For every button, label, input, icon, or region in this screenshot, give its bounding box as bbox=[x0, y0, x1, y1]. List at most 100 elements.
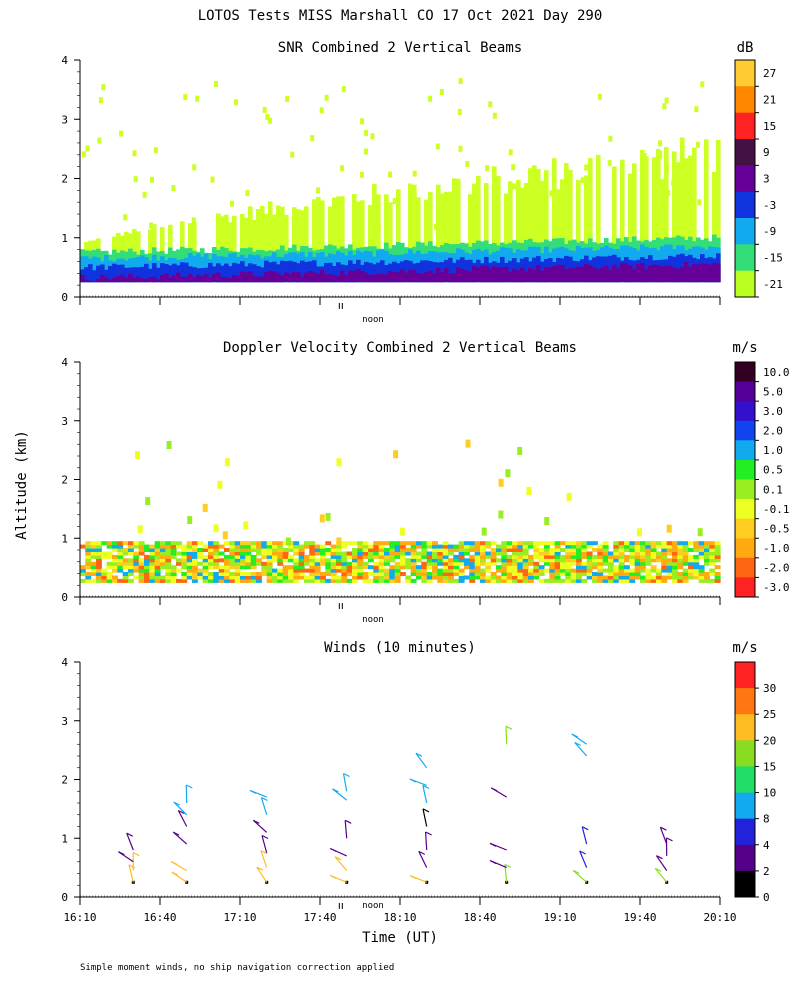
x-tick-label: 18:10 bbox=[383, 911, 416, 924]
snr-cell bbox=[84, 279, 89, 283]
wind-barb-flag bbox=[572, 869, 580, 874]
doppler-cell bbox=[309, 544, 316, 549]
wind-barb-flag bbox=[132, 852, 140, 857]
snr-cell bbox=[672, 224, 677, 231]
doppler-cell bbox=[624, 572, 630, 576]
doppler-cell bbox=[698, 575, 705, 580]
wind-barb bbox=[332, 788, 348, 801]
snr-cell bbox=[164, 273, 169, 283]
doppler-cell bbox=[293, 565, 300, 570]
snr-cell bbox=[568, 169, 573, 283]
doppler-cell bbox=[629, 558, 636, 563]
snr-cell bbox=[680, 137, 685, 283]
snr-cell bbox=[672, 268, 677, 283]
snr-cell bbox=[600, 267, 605, 283]
doppler-cell bbox=[218, 568, 225, 573]
doppler-cell bbox=[512, 561, 518, 566]
doppler-cell bbox=[576, 578, 582, 583]
wind-barb-flag bbox=[128, 864, 136, 869]
doppler-cell bbox=[394, 554, 401, 559]
doppler-cell bbox=[544, 551, 550, 556]
snr-cell bbox=[452, 178, 457, 283]
doppler-cell bbox=[80, 544, 86, 549]
doppler-cell bbox=[165, 541, 172, 546]
doppler-cell bbox=[245, 561, 252, 566]
snr-cell bbox=[439, 89, 444, 95]
snr-cell bbox=[132, 150, 137, 157]
doppler-cell bbox=[506, 568, 513, 573]
doppler-cell bbox=[645, 558, 652, 563]
doppler-cell bbox=[432, 575, 438, 580]
colorbar-swatch bbox=[735, 401, 755, 422]
wind-barb-flag bbox=[332, 788, 339, 793]
snr-cell bbox=[468, 271, 473, 283]
doppler-cell bbox=[693, 544, 700, 549]
doppler-cell bbox=[384, 572, 390, 576]
snr-cell bbox=[640, 262, 645, 283]
doppler-cell bbox=[512, 544, 518, 549]
doppler-cell bbox=[128, 572, 134, 576]
doppler-cell bbox=[149, 548, 156, 552]
snr-cell bbox=[704, 263, 709, 283]
wind-barb-flag bbox=[178, 809, 185, 815]
doppler-cell bbox=[106, 575, 113, 580]
doppler-cell bbox=[298, 565, 305, 570]
doppler-cell bbox=[352, 561, 358, 566]
doppler-cell bbox=[453, 565, 460, 570]
doppler-cell bbox=[682, 578, 689, 583]
doppler-cell bbox=[304, 561, 310, 566]
snr-cell bbox=[132, 267, 137, 283]
doppler-cell bbox=[410, 554, 417, 559]
doppler-cell bbox=[166, 441, 172, 449]
doppler-cell bbox=[400, 541, 406, 546]
doppler-cell bbox=[549, 568, 556, 573]
wind-barb-flag bbox=[249, 789, 257, 794]
doppler-cell bbox=[496, 544, 502, 549]
doppler-cell bbox=[469, 565, 476, 570]
doppler-cell bbox=[688, 572, 694, 576]
snr-cell bbox=[316, 187, 321, 194]
doppler-cell bbox=[245, 565, 252, 570]
doppler-cell bbox=[677, 551, 684, 556]
doppler-cell bbox=[144, 561, 150, 566]
doppler-cell bbox=[640, 568, 646, 573]
doppler-cell bbox=[666, 548, 673, 552]
doppler-cell bbox=[101, 554, 108, 559]
snr-cell bbox=[564, 268, 569, 283]
doppler-cell bbox=[256, 561, 262, 566]
doppler-cell bbox=[549, 541, 556, 546]
snr-cell bbox=[171, 185, 176, 191]
snr-cell bbox=[656, 149, 661, 283]
doppler-cell bbox=[480, 558, 486, 563]
doppler-cell bbox=[298, 558, 305, 563]
doppler-cell bbox=[714, 541, 721, 546]
doppler-cell bbox=[453, 561, 460, 566]
snr-cell bbox=[532, 269, 537, 283]
doppler-cell bbox=[277, 558, 284, 563]
colorbar-swatch bbox=[735, 479, 755, 500]
doppler-cell bbox=[282, 551, 289, 556]
doppler-cell bbox=[570, 554, 577, 559]
x-tick-label: 19:10 bbox=[543, 911, 576, 924]
doppler-cell bbox=[538, 565, 545, 570]
snr-cell bbox=[632, 163, 637, 283]
doppler-cell bbox=[336, 565, 342, 570]
colorbar-label: 5.0 bbox=[763, 385, 783, 398]
doppler-cell bbox=[426, 554, 433, 559]
wind-barb bbox=[574, 742, 588, 757]
doppler-cell bbox=[197, 541, 204, 546]
doppler-cell bbox=[138, 572, 145, 576]
snr-cell bbox=[640, 149, 645, 283]
doppler-cell bbox=[192, 575, 198, 580]
colorbar-label: 3.0 bbox=[763, 405, 783, 418]
colorbar-frame bbox=[734, 59, 756, 298]
doppler-cell bbox=[352, 572, 358, 576]
doppler-cell bbox=[432, 572, 438, 576]
doppler-cell bbox=[394, 561, 401, 566]
doppler-cell bbox=[474, 548, 481, 552]
doppler-cell bbox=[384, 561, 390, 566]
doppler-cell bbox=[293, 575, 300, 580]
colorbar-label: 2.0 bbox=[763, 425, 783, 438]
doppler-cell bbox=[218, 551, 225, 556]
doppler-cell bbox=[629, 568, 636, 573]
